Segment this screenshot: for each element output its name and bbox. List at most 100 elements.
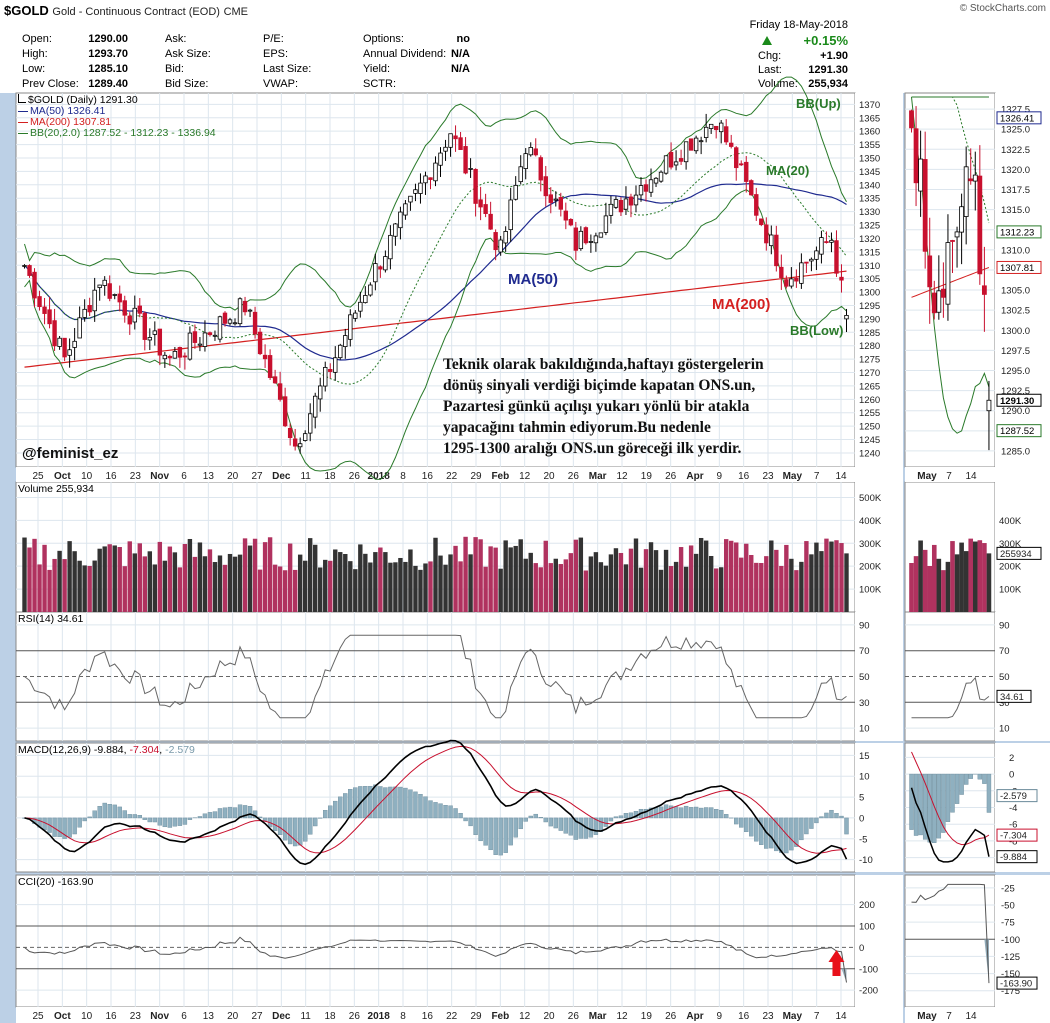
zoom-x-tick-label: 14 bbox=[965, 1011, 977, 1022]
bb-low-label: BB(Low) bbox=[790, 323, 844, 338]
candle-body bbox=[112, 294, 117, 296]
macd-tick-label: 10 bbox=[859, 772, 870, 783]
macd-hist-bar bbox=[744, 817, 749, 833]
candle-body bbox=[177, 347, 183, 358]
macd-hist-bar bbox=[603, 817, 609, 827]
candle-body bbox=[493, 232, 498, 251]
quote-label: Bid Size: bbox=[165, 78, 209, 90]
panel-price bbox=[15, 92, 856, 468]
zoom-volume-bar bbox=[954, 554, 960, 612]
cci-legend-text: CCI(20) -163.90 bbox=[18, 876, 94, 888]
volume-bar bbox=[468, 554, 473, 612]
candle-body bbox=[383, 256, 388, 271]
macd-hist-bar bbox=[408, 789, 413, 819]
candle-body bbox=[132, 307, 137, 323]
bb-upper-line bbox=[24, 76, 847, 311]
volume-tick-label: 500K bbox=[859, 493, 882, 504]
x-tick-label: 12 bbox=[519, 471, 531, 482]
zoom-rsi-tick-label: 10 bbox=[999, 724, 1010, 735]
candle-body bbox=[448, 133, 453, 148]
macd-hist-bar bbox=[142, 817, 147, 820]
candle-body bbox=[774, 234, 779, 267]
candle-body bbox=[688, 138, 694, 151]
price-tick-label: 1255 bbox=[859, 408, 880, 419]
candle-body bbox=[508, 199, 513, 231]
quote-value: 1293.70 bbox=[88, 48, 128, 60]
volume-bar bbox=[137, 543, 142, 612]
macd-hist-bar bbox=[769, 817, 774, 849]
volume-bar bbox=[563, 559, 569, 612]
candle-body bbox=[52, 320, 57, 347]
macd-hist-bar bbox=[102, 802, 107, 819]
volume-bar bbox=[77, 560, 82, 612]
rsi-legend-text: RSI(14) 34.61 bbox=[18, 613, 84, 625]
volume-bar bbox=[643, 549, 649, 612]
description-label: Gold - Continuous Contract (EOD) bbox=[52, 6, 220, 18]
candle-body bbox=[453, 135, 458, 140]
candle-body bbox=[513, 184, 518, 200]
x-tick-label: 10 bbox=[81, 1011, 93, 1022]
macd-hist-bar bbox=[282, 817, 288, 841]
candle-body bbox=[292, 438, 298, 447]
candle-body bbox=[759, 218, 764, 225]
macd-hist-bar bbox=[708, 807, 714, 819]
x-tick-label: Apr bbox=[686, 471, 703, 482]
candle-body bbox=[57, 337, 62, 347]
cci-tag-label: -163.90 bbox=[1000, 979, 1032, 990]
quote-date: Friday 18-May-2018 bbox=[749, 19, 848, 31]
candle-body bbox=[578, 230, 584, 250]
candle-body bbox=[398, 211, 403, 229]
rsi-legend: RSI(14) 34.61 bbox=[18, 614, 83, 625]
zoom-volume-bar bbox=[963, 551, 969, 612]
candle-body bbox=[628, 196, 634, 206]
volume-bar bbox=[749, 554, 754, 612]
volume-bar bbox=[318, 567, 323, 612]
volume-bar bbox=[232, 556, 238, 612]
x-tick-label: 27 bbox=[251, 1011, 263, 1022]
zoom-volume-tick-label: 200K bbox=[999, 562, 1022, 573]
zoom-macd-hist-bar bbox=[977, 773, 983, 780]
volume-bar bbox=[518, 539, 523, 612]
x-tick-label: Nov bbox=[150, 471, 169, 482]
price-legend: $GOLD (Daily) 1291.30 MA(50) 1326.41 MA(… bbox=[18, 94, 216, 139]
volume-bar bbox=[277, 566, 283, 612]
candle-body bbox=[744, 161, 749, 182]
zoom-candle-body bbox=[945, 242, 951, 305]
candle-body bbox=[814, 250, 819, 260]
macd-hist-bar bbox=[834, 813, 839, 819]
candle-body bbox=[313, 395, 318, 418]
macd-hist-bar bbox=[458, 813, 463, 819]
candle-body bbox=[839, 276, 844, 281]
macd-hist-bar bbox=[147, 817, 153, 823]
volume-bar bbox=[844, 553, 849, 612]
candle-body bbox=[468, 168, 473, 170]
symbol-label: $GOLD bbox=[4, 3, 49, 18]
macd-hist-bar bbox=[207, 812, 213, 819]
volume-bar bbox=[498, 568, 503, 612]
macd-hist-bar bbox=[132, 814, 137, 819]
volume-bar bbox=[297, 554, 303, 612]
macd-hist-bar bbox=[473, 817, 478, 835]
zoom-candle-body bbox=[950, 240, 955, 242]
zoom-macd-hist-bar bbox=[927, 773, 932, 843]
macd-hist-bar bbox=[824, 812, 829, 819]
volume-bar bbox=[282, 570, 288, 612]
x-tick-label: 22 bbox=[446, 471, 458, 482]
cci-tick-label: 200 bbox=[859, 900, 875, 911]
candle-body bbox=[262, 354, 268, 360]
candle-body bbox=[789, 278, 794, 287]
cci-tick-label: 100 bbox=[859, 922, 875, 933]
zoom-price-tick-label: 1300.0 bbox=[1001, 326, 1030, 337]
macd-hist-bar bbox=[839, 815, 844, 819]
exchange-label: CME bbox=[223, 6, 249, 18]
volume-bar bbox=[52, 558, 57, 612]
candle-body bbox=[187, 332, 193, 360]
zoom-rsi-tick-label: 70 bbox=[999, 646, 1010, 657]
volume-bar bbox=[568, 553, 574, 612]
zoom-volume-bar bbox=[941, 570, 946, 612]
price-tick-label: 1285 bbox=[859, 328, 880, 339]
x-tick-label: 20 bbox=[227, 471, 239, 482]
volume-bar bbox=[87, 565, 92, 612]
candle-body bbox=[212, 334, 218, 337]
macd-hist-bar bbox=[42, 817, 47, 831]
